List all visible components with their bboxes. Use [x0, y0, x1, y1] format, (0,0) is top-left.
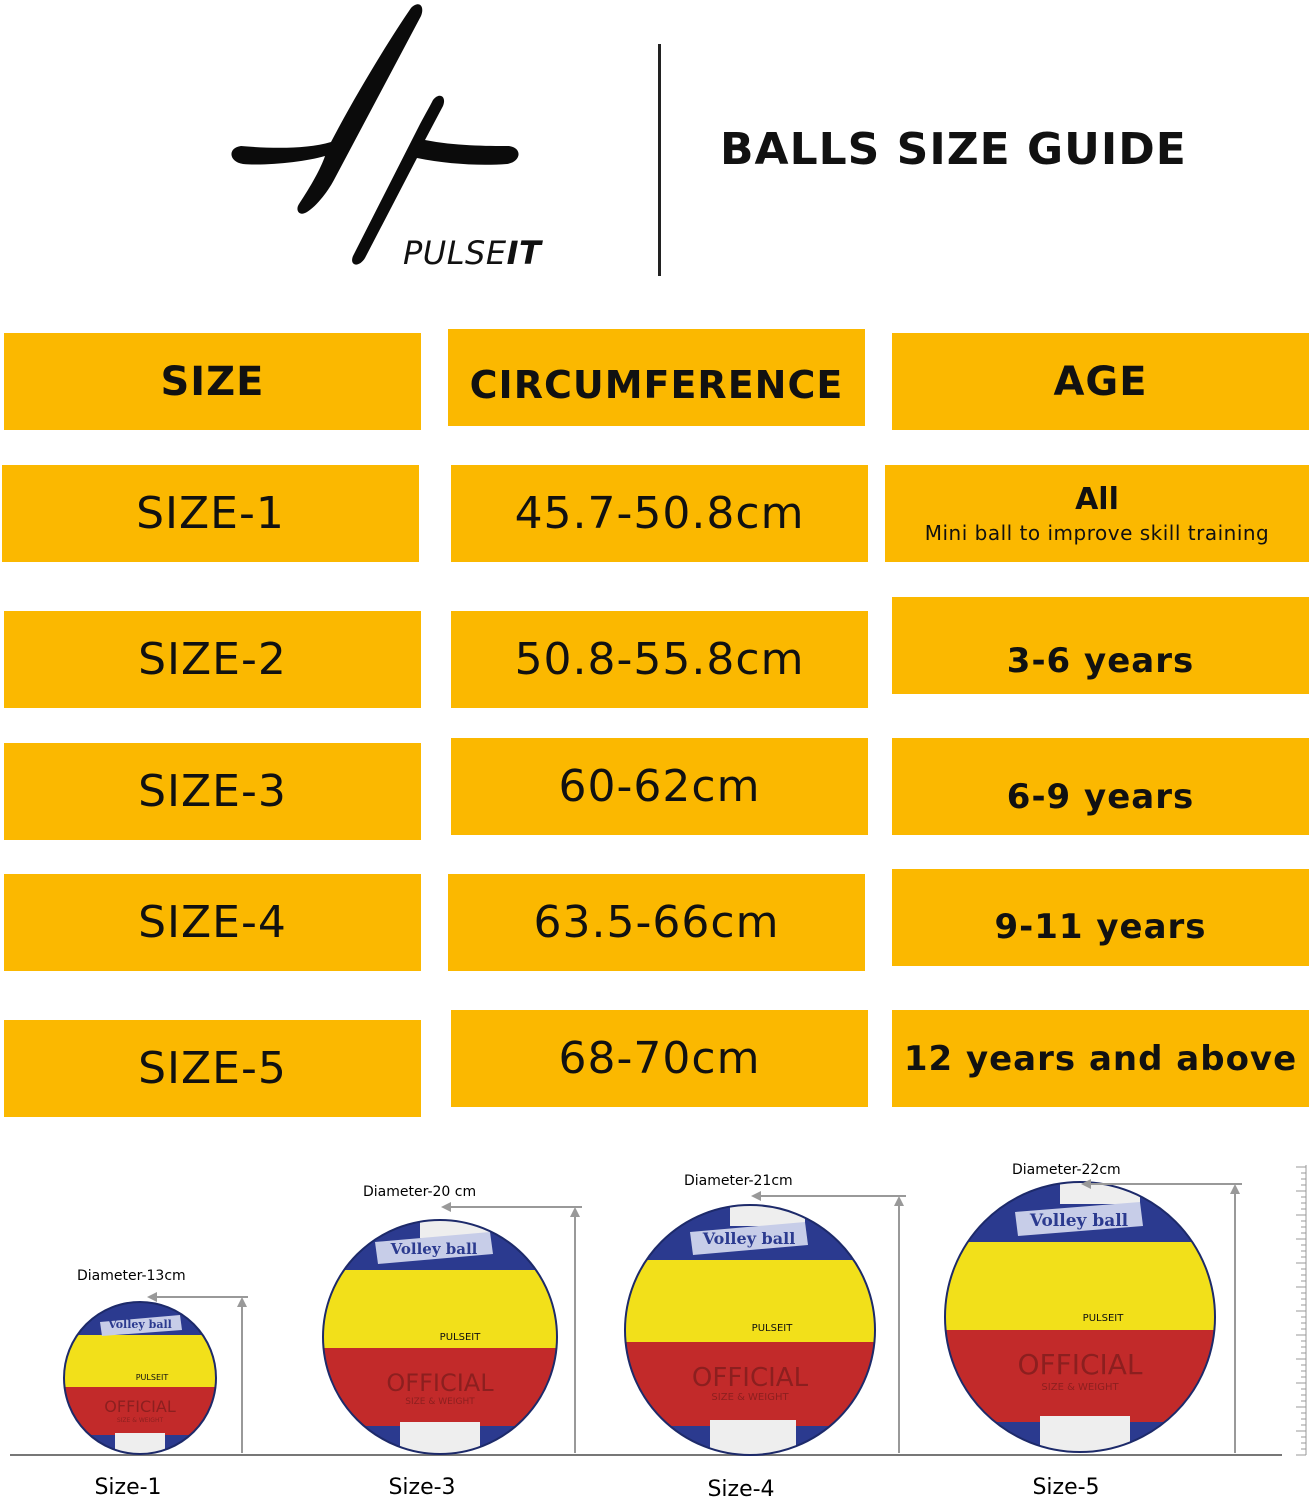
column-header-circumference: CIRCUMFERENCE	[448, 329, 865, 426]
ball-sub-text: SIZE & WEIGHT	[117, 1417, 164, 1424]
ball-official-text: OFFICIAL	[104, 1397, 176, 1416]
column-header-age: AGE	[892, 333, 1309, 430]
diameter-label: Diameter-20 cm	[363, 1184, 476, 1200]
circumference-cell: 45.7-50.8cm	[451, 465, 868, 562]
ball-sub-text: SIZE & WEIGHT	[711, 1392, 789, 1403]
ball-brand-text: PULSEIT	[136, 1373, 169, 1382]
brand-wordmark: PULSEIT	[403, 234, 541, 272]
age-cell: 9-11 years	[892, 869, 1309, 966]
diameter-label: Diameter-22cm	[1012, 1162, 1121, 1178]
ball-panel-text: Volley ball	[1029, 1211, 1129, 1231]
page-title: BALLS SIZE GUIDE	[720, 124, 1187, 175]
volleyball-size-5-icon	[945, 1182, 1215, 1452]
size-cell: SIZE-5	[4, 1020, 421, 1117]
ball-sub-text: SIZE & WEIGHT	[1041, 1382, 1119, 1393]
circumference-cell: 63.5-66cm	[448, 874, 865, 971]
volleyball-size-3-icon	[323, 1220, 557, 1454]
ball-sub-text: SIZE & WEIGHT	[405, 1397, 475, 1407]
ball-brand-text: PULSEIT	[440, 1332, 482, 1343]
volleyball-size-4-icon	[625, 1205, 875, 1455]
ball-panel-text: Volley ball	[390, 1240, 478, 1258]
ball-official-text: OFFICIAL	[692, 1363, 809, 1393]
size-cell: SIZE-3	[4, 743, 421, 840]
age-cell: 3-6 years	[892, 597, 1309, 694]
circumference-cell: 60-62cm	[451, 738, 868, 835]
ball-brand-text: PULSEIT	[752, 1323, 794, 1334]
age-cell: 12 years and above	[892, 1010, 1309, 1107]
size-cell: SIZE-1	[2, 465, 419, 562]
ball-official-text: OFFICIAL	[1017, 1348, 1142, 1381]
brand-suffix: IT	[506, 234, 542, 272]
ball-panel-text: Volley ball	[107, 1318, 172, 1331]
ball-size-label: Size-3	[388, 1475, 455, 1500]
ball-size-illustration: Volley ball PULSEIT OFFICIAL SIZE & WEIG…	[10, 1162, 1307, 1500]
ball-size-label: Size-1	[94, 1475, 161, 1500]
ball-size-label: Size-5	[1032, 1475, 1099, 1500]
diameter-label: Diameter-21cm	[684, 1173, 793, 1189]
circumference-cell: 68-70cm	[451, 1010, 868, 1107]
age-value: All	[1075, 482, 1119, 517]
pulseit-logo-icon	[231, 4, 519, 265]
age-cell: All Mini ball to improve skill training	[885, 465, 1309, 562]
ball-panel-text: Volley ball	[702, 1229, 796, 1248]
age-cell: 6-9 years	[892, 738, 1309, 835]
size-cell: SIZE-2	[4, 611, 421, 708]
age-note: Mini ball to improve skill training	[924, 521, 1270, 545]
ball-official-text: OFFICIAL	[386, 1369, 494, 1397]
ruler-scale-icon	[1296, 1165, 1307, 1456]
ball-brand-text: PULSEIT	[1083, 1313, 1125, 1324]
size-cell: SIZE-4	[4, 874, 421, 971]
column-header-size: SIZE	[4, 333, 421, 430]
header-divider	[658, 44, 661, 276]
ball-size-label: Size-4	[707, 1477, 774, 1500]
volleyball-size-1-icon	[64, 1302, 216, 1454]
brand-prefix: PULSE	[403, 234, 507, 272]
diameter-label: Diameter-13cm	[77, 1268, 186, 1284]
circumference-cell: 50.8-55.8cm	[451, 611, 868, 708]
